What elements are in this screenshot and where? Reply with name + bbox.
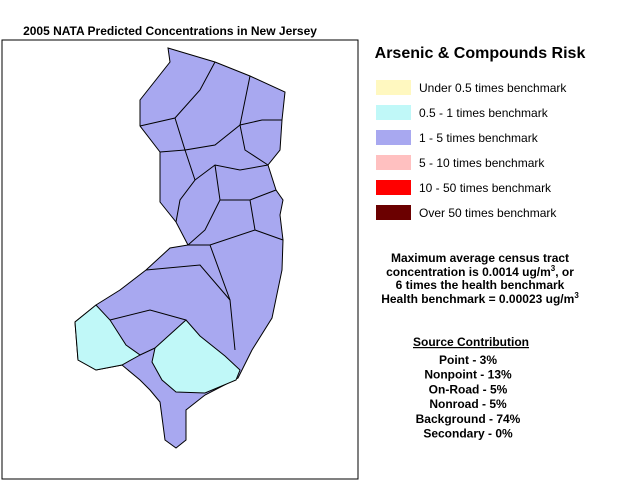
info-line: Maximum average census tract — [391, 251, 569, 265]
county-border — [139, 347, 156, 356]
county-border — [109, 309, 187, 321]
county-border — [239, 124, 269, 166]
source-item: Nonpoint - 13% — [424, 368, 512, 382]
county-border — [188, 199, 256, 246]
legend-swatch — [376, 205, 411, 220]
county-border — [174, 75, 251, 151]
map-title: 2005 NATA Predicted Concentrations in Ne… — [23, 24, 317, 38]
source-item: Nonroad - 5% — [429, 397, 507, 411]
legend-swatch — [376, 80, 411, 95]
source-item: Secondary - 0% — [423, 427, 513, 441]
info-text: , or — [555, 265, 574, 279]
legend-label: 10 - 50 times benchmark — [419, 181, 552, 195]
legend-label: Over 50 times benchmark — [419, 206, 557, 220]
source-item: Background - 74% — [416, 412, 521, 426]
legend-swatch — [376, 180, 411, 195]
county-border — [187, 164, 221, 246]
nj-map — [74, 47, 286, 449]
legend-label: Under 0.5 times benchmark — [419, 81, 567, 95]
source-item: On-Road - 5% — [429, 382, 508, 396]
legend-label: 1 - 5 times benchmark — [419, 131, 539, 145]
info-line: Health benchmark = 0.00023 ug/m3 — [381, 291, 579, 306]
legend-swatch — [376, 105, 411, 120]
county-border — [145, 264, 231, 301]
legend-label: 0.5 - 1 times benchmark — [419, 106, 549, 120]
legend-title: Arsenic & Compounds Risk — [375, 45, 586, 62]
legend: Under 0.5 times benchmark 0.5 - 1 times b… — [376, 80, 567, 220]
superscript: 3 — [574, 291, 579, 300]
info-line: 6 times the health benchmark — [396, 278, 565, 292]
info-text: concentration is 0.0014 ug/m — [386, 265, 551, 279]
county-border — [194, 164, 269, 181]
superscript: 3 — [551, 264, 556, 273]
county-border — [139, 61, 216, 127]
source-item: Point - 3% — [439, 353, 497, 367]
sources-title: Source Contribution — [413, 335, 529, 349]
legend-swatch — [376, 155, 411, 170]
info-line: concentration is 0.0014 ug/m3, or — [386, 264, 574, 279]
legend-label: 5 - 10 times benchmark — [419, 156, 545, 170]
info-text: Health benchmark = 0.00023 ug/m — [381, 292, 574, 306]
county-border — [239, 119, 282, 126]
sources-list: Point - 3%Nonpoint - 13%On-Road - 5%Nonr… — [416, 353, 521, 441]
county-cumberland — [151, 319, 241, 394]
legend-swatch — [376, 130, 411, 145]
county-border — [254, 229, 284, 241]
